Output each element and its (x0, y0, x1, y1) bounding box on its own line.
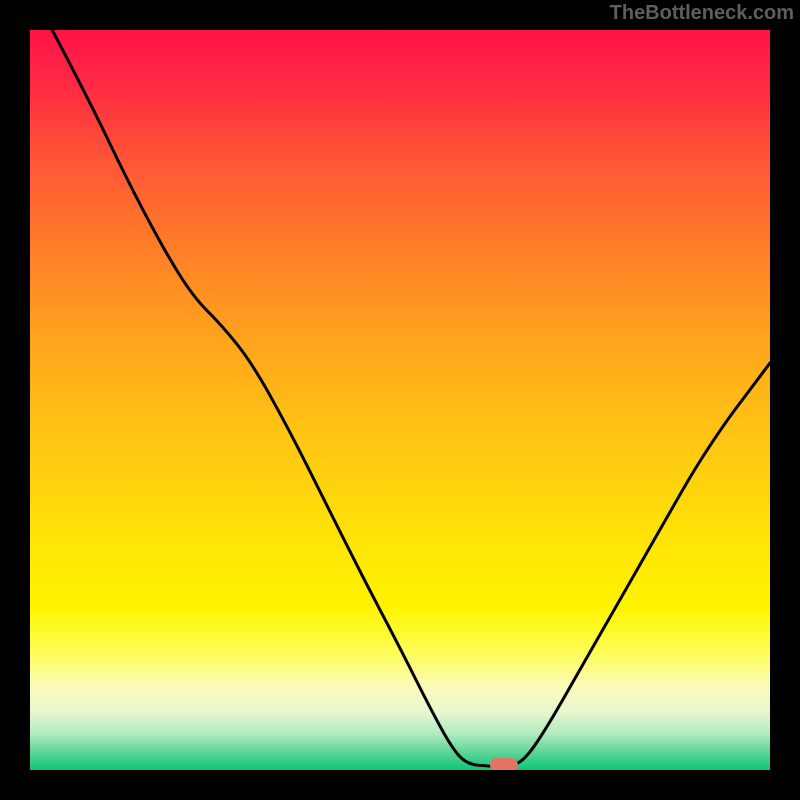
plot-area (30, 30, 770, 770)
optimal-marker (490, 758, 518, 770)
chart-container: TheBottleneck.com (0, 0, 800, 800)
gradient-background (30, 30, 770, 770)
attribution-text: TheBottleneck.com (610, 2, 794, 25)
